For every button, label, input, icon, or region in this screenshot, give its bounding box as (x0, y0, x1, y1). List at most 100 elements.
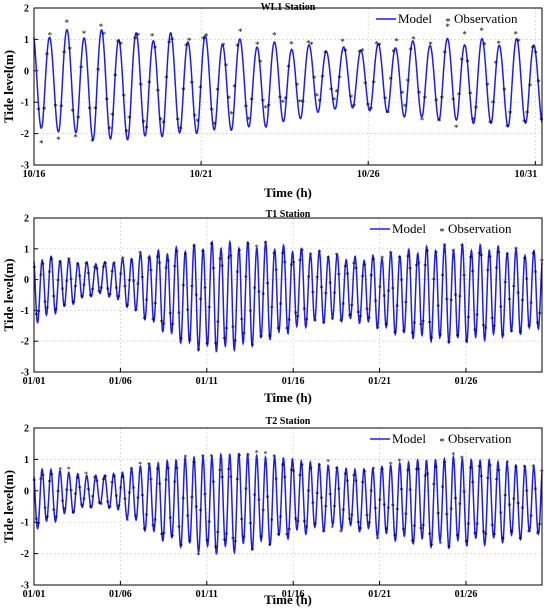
observation-point: * (204, 31, 209, 41)
observation-point: * (193, 112, 198, 122)
observation-point: * (317, 248, 321, 257)
observation-point: * (465, 57, 470, 67)
y-tick-label: 1 (24, 244, 29, 255)
observation-point: * (181, 282, 185, 291)
observation-point: * (411, 34, 416, 44)
observation-point: * (283, 259, 287, 268)
observation-point: * (443, 242, 447, 251)
observation-point: * (352, 260, 356, 269)
observation-point: * (212, 120, 217, 130)
observation-point: * (212, 265, 216, 274)
observation-point: * (387, 287, 391, 296)
observation-point: * (99, 22, 104, 32)
observation-point: * (473, 327, 477, 336)
observation-point: * (346, 270, 350, 279)
observation-point: * (358, 313, 362, 322)
observation-point: * (41, 260, 45, 269)
observation-point: * (292, 259, 296, 268)
observation-point: * (190, 283, 194, 292)
observation-point: * (279, 513, 283, 522)
x-tick-label: 01/21 (368, 376, 391, 387)
observation-point: * (58, 259, 62, 268)
observation-point: * (533, 49, 538, 59)
observation-point: * (307, 487, 311, 496)
observation-point: * (199, 507, 203, 516)
observation-point: * (130, 465, 134, 474)
observation-point: * (255, 243, 259, 252)
observation-point: * (232, 83, 237, 93)
observation-point: * (430, 541, 434, 550)
observation-point: * (238, 247, 242, 256)
observation-point: * (36, 105, 41, 115)
observation-point: * (188, 337, 192, 346)
observation-point: * (177, 310, 181, 319)
observation-point: * (231, 323, 235, 332)
y-axis-label: Tide level(m) (1, 258, 16, 331)
observation-point: * (315, 490, 319, 499)
observation-point: * (333, 503, 337, 512)
observation-point: * (296, 518, 300, 527)
observation-point: * (335, 251, 339, 260)
observation-point: * (151, 522, 155, 531)
observation-point: * (276, 531, 280, 540)
observation-point: * (140, 274, 144, 283)
x-tick-label: 01/11 (196, 376, 218, 387)
observation-point: * (52, 293, 56, 302)
observation-point: * (514, 464, 518, 473)
observation-point: * (469, 254, 473, 263)
observation-point: * (279, 301, 283, 310)
observation-point: * (89, 292, 93, 301)
observation-point: * (402, 328, 406, 337)
observation-point: * (307, 273, 311, 282)
observation-point: * (47, 268, 51, 277)
observation-point: * (43, 299, 47, 308)
observation-point: * (525, 487, 529, 496)
observation-point: * (482, 322, 486, 331)
observation-point: * (430, 335, 434, 344)
observation-point: * (37, 308, 41, 317)
observation-point: * (274, 476, 278, 485)
x-tick-label: 10/31 (515, 169, 538, 180)
observation-point: * (518, 535, 522, 544)
observation-point: * (311, 499, 315, 508)
observation-point: * (93, 264, 97, 273)
y-tick-label: -2 (21, 549, 29, 560)
observation-point: * (261, 507, 265, 516)
observation-point: * (82, 495, 86, 504)
observation-point: * (125, 302, 129, 311)
observation-point: * (41, 472, 45, 481)
observation-point: * (287, 316, 291, 325)
observation-point: * (138, 460, 142, 469)
observation-point: * (451, 451, 455, 460)
observation-point: * (304, 523, 308, 532)
observation-point: * (158, 260, 162, 269)
observation-point: * (173, 478, 177, 487)
observation-point: * (175, 248, 179, 257)
observation-point: * (309, 465, 313, 474)
observation-point: * (203, 491, 207, 500)
observation-point: * (101, 263, 105, 272)
observation-point: * (286, 63, 291, 73)
observation-point: * (495, 264, 499, 273)
observation-point: * (395, 506, 399, 515)
observation-point: * (432, 276, 436, 285)
observation-point: * (389, 249, 393, 258)
observation-point: * (410, 537, 414, 546)
observation-point: * (153, 516, 157, 525)
observation-point: * (76, 260, 80, 269)
observation-point: * (383, 95, 388, 105)
observation-point: * (153, 300, 157, 309)
y-tick-label: -3 (21, 161, 29, 172)
observation-point: * (482, 529, 486, 538)
observation-point: * (330, 524, 334, 533)
observation-point: * (104, 96, 109, 106)
observation-point: * (484, 530, 488, 539)
observation-point: * (285, 325, 289, 334)
observation-point: * (56, 135, 61, 145)
observation-point: * (43, 505, 47, 514)
observation-point: * (491, 99, 496, 109)
observation-point: * (449, 505, 453, 514)
observation-point: * (184, 42, 189, 52)
observation-point: * (432, 481, 436, 490)
